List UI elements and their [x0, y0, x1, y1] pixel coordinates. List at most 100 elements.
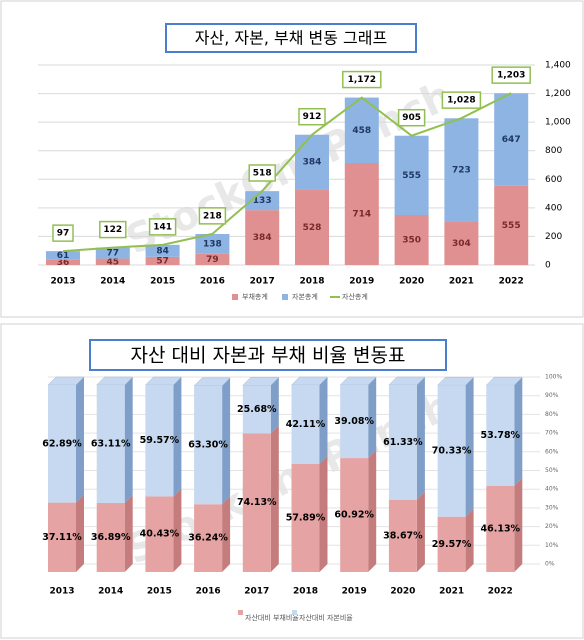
bar-side [222, 377, 231, 505]
bar-side [124, 377, 133, 504]
data-label: 384 [303, 158, 322, 168]
bar-side [270, 377, 279, 434]
legend-swatch [282, 294, 288, 300]
label-box [342, 70, 382, 89]
x-tick-label: 2022 [488, 587, 513, 597]
bar-side [173, 488, 182, 572]
bar [486, 385, 515, 486]
bar-side [173, 377, 182, 497]
y-tick-label: 800 [545, 146, 562, 156]
bar-side [319, 455, 328, 572]
data-label: 122 [103, 225, 122, 235]
chart-title: 자산, 자본, 부채 변동 그래프 [195, 29, 387, 48]
bar-side [465, 508, 474, 572]
bar-side [368, 450, 377, 572]
bar [486, 485, 515, 572]
label-box [99, 220, 127, 239]
label-box [397, 108, 426, 127]
bar [340, 458, 369, 572]
legend-label: 부채총계 [242, 292, 268, 301]
data-label: 57.89% [286, 512, 326, 523]
legend-label: 자산대비 자본비율 [299, 613, 353, 622]
legend-label: 자본총계 [292, 292, 318, 301]
data-label: 350 [402, 236, 421, 246]
bar [494, 185, 529, 265]
bar [242, 385, 271, 434]
bar [242, 433, 271, 572]
data-label: 528 [303, 223, 322, 233]
data-label: 138 [203, 239, 222, 249]
data-label: 29.57% [432, 539, 472, 550]
x-tick-label: 2013 [49, 587, 74, 597]
legend-label: 자산대비 부채비율 [245, 613, 299, 622]
data-label: 60.92% [334, 510, 374, 521]
x-tick-label: 2015 [147, 587, 172, 597]
y-tick-label: 1,400 [545, 61, 571, 71]
label-box [52, 224, 74, 242]
bar-side [514, 377, 523, 486]
x-tick-label: 2020 [399, 277, 424, 287]
data-label: 74.13% [237, 497, 277, 508]
bar [295, 189, 329, 265]
x-tick-label: 2021 [449, 277, 474, 287]
bar [145, 496, 174, 572]
label-box [248, 164, 276, 182]
x-tick-label: 2020 [390, 587, 415, 597]
bar [444, 118, 479, 222]
label-box [148, 218, 177, 236]
data-label: 61.33% [383, 437, 423, 448]
title-box [165, 23, 417, 53]
x-tick-label: 2022 [499, 277, 524, 287]
data-label: 384 [253, 233, 272, 243]
data-label: 40.43% [140, 529, 180, 540]
legend-swatch [232, 294, 238, 300]
bar [145, 385, 174, 497]
data-label: 25.68% [237, 404, 277, 415]
bar [344, 97, 379, 163]
bar [195, 253, 230, 265]
bar [437, 516, 466, 572]
data-label: 458 [352, 126, 371, 136]
bar [96, 503, 125, 572]
bar [388, 499, 417, 572]
bar-side [465, 377, 474, 517]
bar [194, 504, 223, 572]
data-label: 61 [57, 251, 70, 261]
bar [145, 256, 180, 265]
data-label: 555 [402, 171, 421, 181]
y-tick-label: 200 [545, 232, 562, 242]
x-tick-label: 2018 [299, 277, 324, 287]
y-tick-label: 400 [545, 203, 562, 213]
bar [195, 234, 230, 254]
bar-side [514, 477, 523, 572]
data-label: 77 [107, 249, 120, 259]
bar [394, 215, 429, 265]
y-tick-label: 1,200 [545, 89, 571, 99]
data-label: 1,203 [497, 71, 525, 81]
data-label: 141 [153, 222, 172, 232]
bar [394, 135, 429, 215]
data-label: 1,028 [447, 96, 475, 106]
data-label: 1,172 [348, 75, 376, 85]
data-label: 518 [253, 169, 272, 179]
bar [145, 244, 180, 257]
bar [245, 210, 280, 265]
x-tick-label: 2017 [244, 587, 269, 597]
data-label: 39.08% [334, 416, 374, 427]
data-label: 57 [156, 256, 169, 266]
bar [46, 259, 80, 265]
data-label: 97 [57, 229, 70, 239]
title-box [89, 339, 447, 371]
bar [291, 385, 320, 464]
label-box [491, 66, 531, 84]
bar-side [416, 491, 425, 572]
x-tick-label: 2017 [250, 277, 275, 287]
bar-side [222, 496, 231, 572]
label-box [441, 91, 482, 109]
y-tick-label: 60% [545, 448, 559, 455]
x-tick-label: 2016 [196, 587, 221, 597]
data-label: 555 [502, 221, 521, 231]
y-tick-label: 70% [545, 430, 559, 437]
x-tick-label: 2019 [342, 587, 367, 597]
